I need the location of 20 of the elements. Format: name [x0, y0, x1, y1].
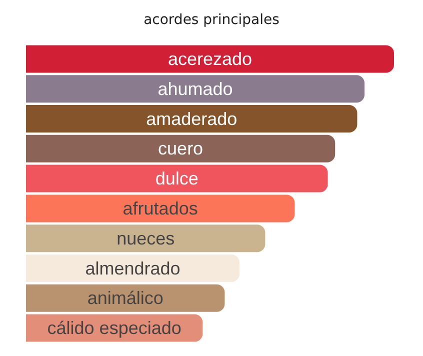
y-tick-label: ahumado — [158, 78, 233, 99]
bar — [26, 194, 295, 222]
bar — [26, 164, 328, 192]
bar — [26, 75, 365, 103]
bar — [26, 254, 240, 282]
y-tick-label: cuero — [158, 138, 204, 159]
y-tick-label: almendrado — [85, 258, 180, 278]
bar — [26, 284, 225, 312]
bar — [26, 45, 394, 73]
y-tick-label: cálido especiado — [47, 318, 182, 338]
chart-title: acordes principales — [144, 12, 280, 28]
bar — [26, 224, 266, 252]
bar — [26, 134, 336, 162]
y-tick-label: amaderado — [146, 108, 238, 129]
y-tick-label: animálico — [87, 288, 164, 308]
bar — [26, 104, 358, 133]
y-tick-label: dulce — [155, 168, 198, 189]
y-tick-label: afrutados — [122, 198, 198, 218]
y-tick-label: acerezado — [168, 48, 252, 69]
y-tick-label: nueces — [116, 228, 175, 248]
